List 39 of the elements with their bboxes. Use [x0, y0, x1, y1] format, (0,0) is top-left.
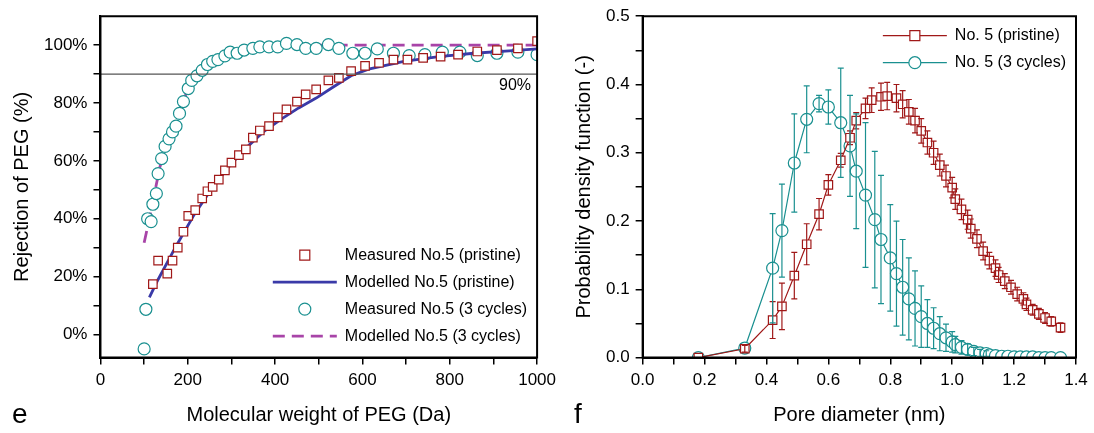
x-tick-label: 0.2	[692, 370, 717, 390]
x-tick-label: 200	[173, 370, 202, 390]
y-tick-label: 0.3	[605, 142, 630, 162]
legend-label: Modelled No.5 (3 cycles)	[344, 326, 521, 344]
y-tick-label: 60%	[53, 150, 88, 170]
text: e	[12, 397, 28, 429]
legend-label: No. 5 (3 cycles)	[954, 53, 1066, 71]
y-tick-label: 40%	[53, 208, 88, 228]
x-axis-title: Pore diameter (nm)	[773, 402, 946, 425]
x-tick-label: 800	[435, 370, 464, 390]
x-tick-label: 400	[260, 370, 290, 390]
x-tick-label: 0.4	[754, 370, 779, 390]
y-tick-label: 100%	[44, 34, 88, 54]
legend-label: Measured No.5 (3 cycles)	[344, 299, 528, 317]
ref-line-label: 90%	[499, 76, 532, 94]
y-axis-title: Probability density function (-)	[571, 55, 594, 319]
x-tick-label: 1000	[518, 370, 556, 390]
y-tick-label: 0.0	[605, 347, 630, 367]
x-tick-label: 0.8	[878, 370, 903, 390]
x-tick-label: 1.2	[1002, 370, 1026, 390]
x-tick-label: 1.0	[940, 370, 964, 390]
y-tick-label: 0.1	[605, 279, 630, 299]
y-tick-label: 0.5	[605, 5, 630, 25]
legend-label: Measured No.5 (pristine)	[344, 245, 521, 263]
y-tick-label: 0%	[62, 324, 88, 344]
x-tick-label: 600	[348, 370, 377, 390]
y-tick-label: 0.4	[605, 74, 630, 94]
legend-label: Modelled No.5 (pristine)	[344, 272, 515, 290]
x-tick-label: 0.0	[630, 370, 655, 390]
x-tick-label: 1.4	[1064, 370, 1088, 390]
y-tick-label: 80%	[53, 92, 88, 112]
y-tick-label: 20%	[53, 266, 88, 286]
x-tick-label: 0.6	[816, 370, 841, 390]
y-tick-label: 0.2	[605, 210, 630, 230]
x-axis-title: Molecular weight of PEG (Da)	[186, 402, 452, 425]
y-axis-title: Rejection of PEG (%)	[9, 91, 32, 282]
x-tick-label: 0	[95, 370, 106, 390]
legend-label: No. 5 (pristine)	[954, 26, 1060, 44]
text: f	[574, 397, 582, 429]
